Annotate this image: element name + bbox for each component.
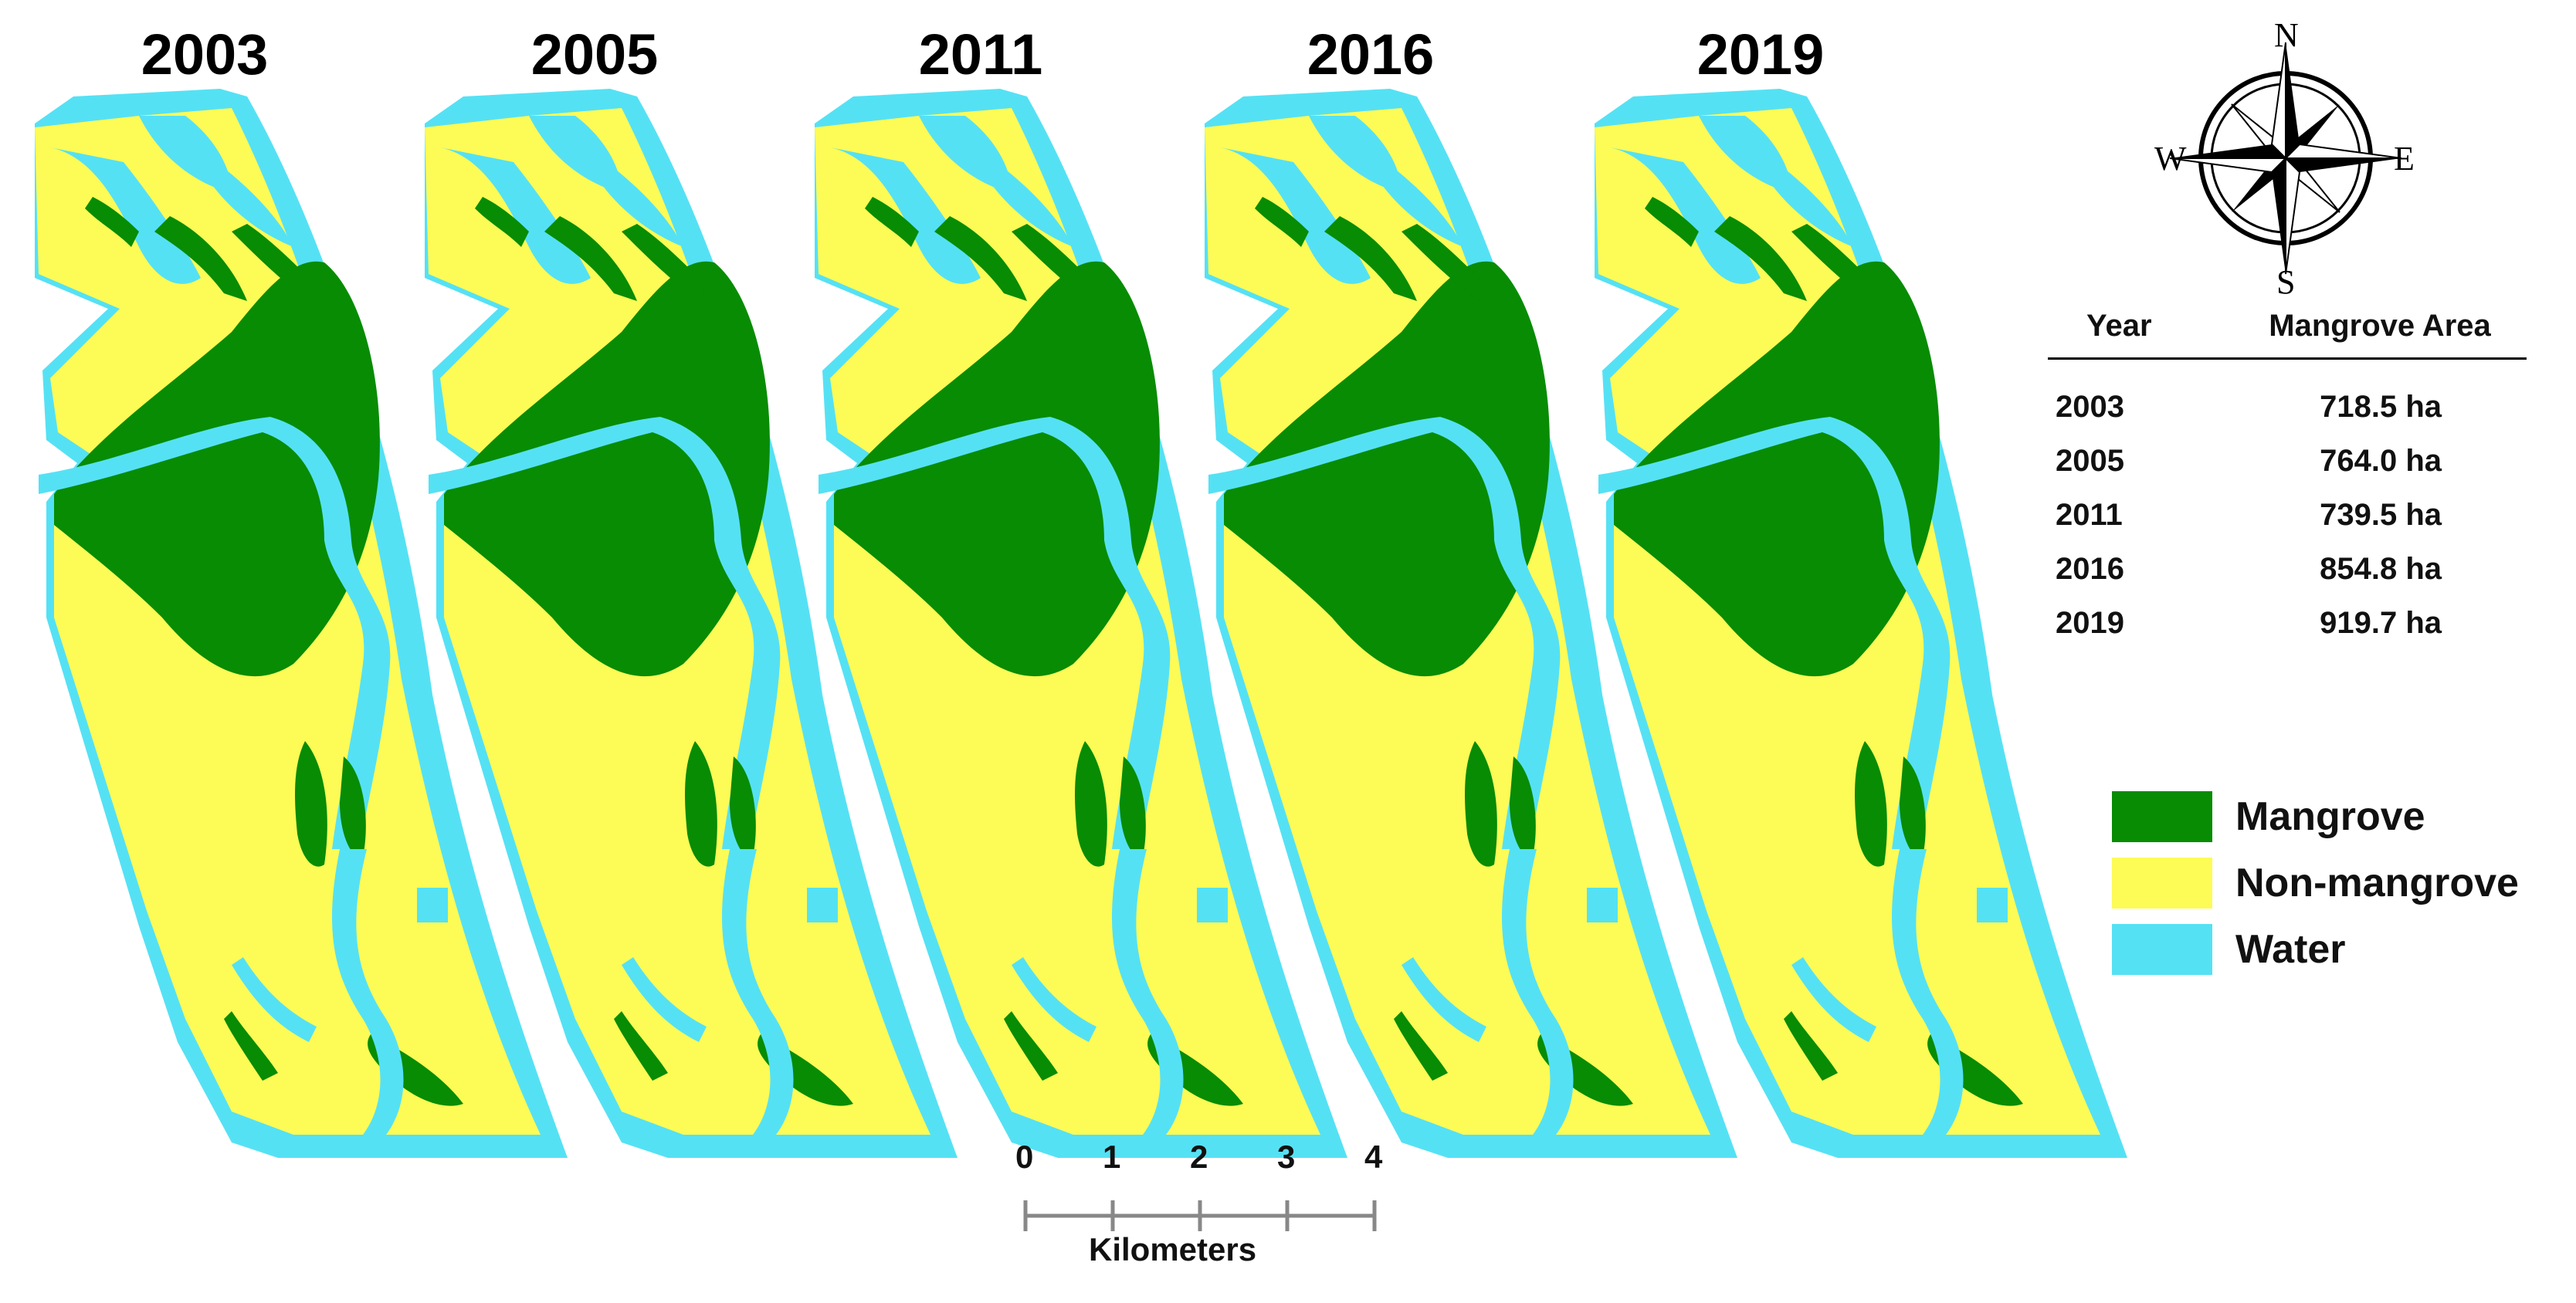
legend-swatch-mangrove bbox=[2112, 791, 2212, 842]
legend-swatch-water bbox=[2112, 924, 2212, 975]
scale-tick-3: 3 bbox=[1277, 1139, 1296, 1175]
compass-east-label: E bbox=[2394, 140, 2415, 178]
header-area: Mangrove Area bbox=[2269, 309, 2491, 343]
mangrove-area-table: Year Mangrove Area 2003 718.5 ha 2005 76… bbox=[2048, 309, 2527, 650]
row-area: 764.0 ha bbox=[2320, 443, 2442, 478]
row-area: 919.7 ha bbox=[2320, 605, 2442, 640]
legend-label-non-mangrove: Non-mangrove bbox=[2235, 861, 2519, 905]
table-row: 2016 854.8 ha bbox=[2056, 542, 2519, 596]
legend-item-non-mangrove: Non-mangrove bbox=[2112, 850, 2519, 916]
legend: Mangrove Non-mangrove Water bbox=[2112, 783, 2519, 983]
row-area: 718.5 ha bbox=[2320, 389, 2442, 424]
table-row: 2005 764.0 ha bbox=[2056, 434, 2519, 488]
row-year: 2019 bbox=[2056, 605, 2124, 640]
table-header: Year Mangrove Area bbox=[2056, 309, 2519, 344]
legend-label-water: Water bbox=[2235, 927, 2346, 972]
legend-item-water: Water bbox=[2112, 916, 2519, 983]
table-row: 2003 718.5 ha bbox=[2056, 380, 2519, 434]
year-title-2019: 2019 bbox=[1696, 22, 1825, 86]
scale-unit-label: Kilometers bbox=[1089, 1231, 1257, 1267]
scale-tick-0: 0 bbox=[1015, 1139, 1034, 1175]
legend-item-mangrove: Mangrove bbox=[2112, 783, 2519, 850]
row-year: 2003 bbox=[2056, 389, 2124, 424]
row-area: 739.5 ha bbox=[2320, 497, 2442, 532]
compass-north-label: N bbox=[2274, 16, 2299, 54]
legend-label-mangrove: Mangrove bbox=[2235, 794, 2425, 839]
scale-tick-4: 4 bbox=[1364, 1139, 1383, 1175]
row-year: 2011 bbox=[2056, 497, 2123, 532]
compass-south-label: S bbox=[2276, 263, 2296, 301]
compass-rose-icon bbox=[2169, 42, 2402, 275]
table-header-rule bbox=[2048, 357, 2527, 360]
row-area: 854.8 ha bbox=[2320, 551, 2442, 586]
year-title-2011: 2011 bbox=[918, 22, 1043, 86]
scale-bar bbox=[1023, 1200, 1377, 1231]
row-year: 2016 bbox=[2056, 551, 2124, 586]
row-year: 2005 bbox=[2056, 443, 2124, 478]
year-title-2003: 2003 bbox=[141, 22, 269, 86]
year-title-2005: 2005 bbox=[530, 22, 659, 86]
legend-swatch-non-mangrove bbox=[2112, 858, 2212, 909]
header-year: Year bbox=[2086, 309, 2152, 343]
scale-tick-1: 1 bbox=[1103, 1139, 1121, 1175]
year-title-2016: 2016 bbox=[1307, 22, 1435, 86]
table-row: 2019 919.7 ha bbox=[2056, 596, 2519, 650]
scale-tick-2: 2 bbox=[1190, 1139, 1208, 1175]
table-row: 2011 739.5 ha bbox=[2056, 488, 2519, 542]
compass-west-label: W bbox=[2154, 140, 2187, 178]
